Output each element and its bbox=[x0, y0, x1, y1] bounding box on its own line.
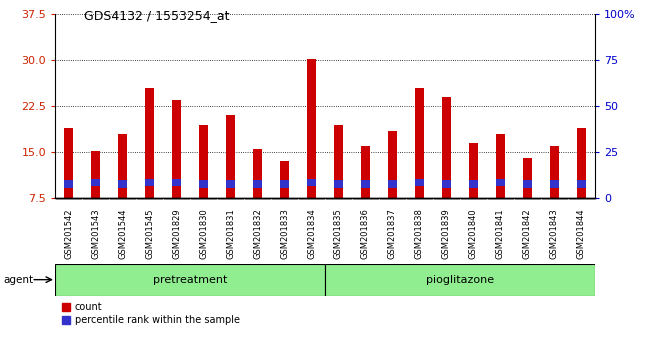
Text: GSM201839: GSM201839 bbox=[442, 208, 451, 259]
Bar bbox=[415, 179, 424, 186]
Bar bbox=[307, 179, 317, 186]
Bar bbox=[145, 88, 155, 198]
Text: GSM201840: GSM201840 bbox=[469, 208, 478, 259]
Bar bbox=[469, 181, 478, 188]
Bar bbox=[280, 161, 289, 198]
Bar bbox=[118, 181, 127, 188]
Text: GSM201837: GSM201837 bbox=[388, 208, 397, 259]
Bar bbox=[387, 131, 397, 198]
Text: GSM201544: GSM201544 bbox=[118, 208, 127, 258]
Bar bbox=[441, 181, 451, 188]
Bar bbox=[172, 179, 181, 186]
Bar bbox=[387, 181, 397, 188]
Text: GDS4132 / 1553254_at: GDS4132 / 1553254_at bbox=[84, 9, 230, 22]
Bar bbox=[280, 181, 289, 188]
Bar bbox=[523, 181, 532, 188]
Bar bbox=[577, 128, 586, 198]
Bar bbox=[307, 59, 317, 198]
Bar bbox=[199, 181, 209, 188]
Bar bbox=[91, 179, 101, 186]
Bar bbox=[495, 134, 505, 198]
Bar bbox=[469, 143, 478, 198]
Bar bbox=[172, 100, 181, 198]
Bar bbox=[145, 179, 155, 186]
Text: GSM201831: GSM201831 bbox=[226, 208, 235, 259]
Bar bbox=[253, 181, 263, 188]
Bar bbox=[549, 146, 559, 198]
Bar bbox=[118, 134, 127, 198]
Bar bbox=[577, 181, 586, 188]
Text: GSM201543: GSM201543 bbox=[91, 208, 100, 259]
Bar bbox=[199, 125, 209, 198]
Text: GSM201833: GSM201833 bbox=[280, 208, 289, 259]
Text: GSM201542: GSM201542 bbox=[64, 208, 73, 258]
Bar bbox=[325, 264, 595, 296]
Text: pioglitazone: pioglitazone bbox=[426, 275, 494, 285]
Text: GSM201844: GSM201844 bbox=[577, 208, 586, 259]
Text: GSM201838: GSM201838 bbox=[415, 208, 424, 259]
Bar bbox=[226, 115, 235, 198]
Bar bbox=[226, 181, 235, 188]
Bar bbox=[333, 181, 343, 188]
Bar bbox=[495, 179, 505, 186]
Text: GSM201843: GSM201843 bbox=[550, 208, 559, 259]
Bar bbox=[361, 146, 370, 198]
Text: agent: agent bbox=[3, 275, 33, 285]
Bar bbox=[361, 181, 370, 188]
Text: GSM201836: GSM201836 bbox=[361, 208, 370, 259]
Text: GSM201832: GSM201832 bbox=[253, 208, 262, 259]
Text: pretreatment: pretreatment bbox=[153, 275, 228, 285]
Bar bbox=[523, 158, 532, 198]
Text: GSM201842: GSM201842 bbox=[523, 208, 532, 259]
Legend: count, percentile rank within the sample: count, percentile rank within the sample bbox=[60, 301, 242, 327]
Text: GSM201829: GSM201829 bbox=[172, 208, 181, 259]
Bar bbox=[64, 128, 73, 198]
Text: GSM201834: GSM201834 bbox=[307, 208, 316, 259]
Text: GSM201830: GSM201830 bbox=[199, 208, 208, 259]
Bar bbox=[415, 88, 424, 198]
Text: GSM201545: GSM201545 bbox=[145, 208, 154, 258]
Bar bbox=[333, 125, 343, 198]
Bar bbox=[55, 264, 325, 296]
Bar bbox=[91, 151, 101, 198]
Bar bbox=[64, 181, 73, 188]
Bar bbox=[549, 181, 559, 188]
Bar bbox=[441, 97, 451, 198]
Text: GSM201835: GSM201835 bbox=[334, 208, 343, 259]
Text: GSM201841: GSM201841 bbox=[496, 208, 505, 259]
Bar bbox=[253, 149, 263, 198]
